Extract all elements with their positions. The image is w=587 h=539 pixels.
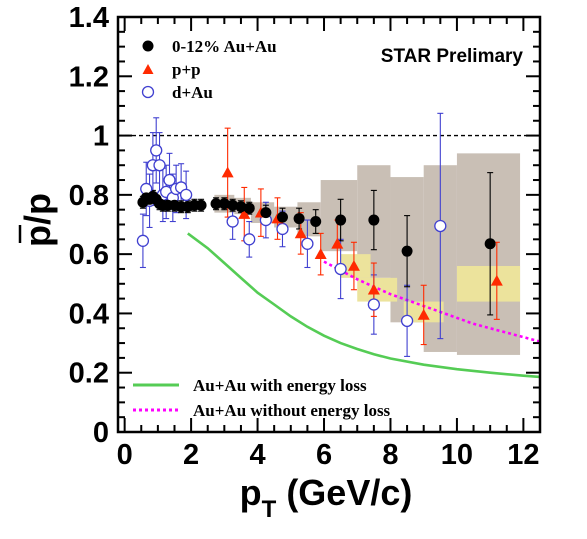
data-point-auau xyxy=(227,199,239,211)
data-point-auau xyxy=(484,238,496,250)
data-point-dau xyxy=(136,234,150,247)
y-tick-label: 1.2 xyxy=(69,61,109,93)
data-point-dau xyxy=(163,173,176,187)
x-tick-label: 6 xyxy=(316,439,332,471)
data-point-dau xyxy=(276,222,289,236)
y-tick-label: 1.4 xyxy=(69,2,109,34)
y-tick-label: 0.4 xyxy=(69,298,109,330)
x-axis-title-sub: T xyxy=(262,496,277,523)
data-point-pp xyxy=(221,166,234,178)
legend-marker-dau xyxy=(141,85,155,99)
systematic-box-gray xyxy=(456,153,521,355)
legend-label-pp: p+p xyxy=(172,60,201,79)
x-tick-label: 12 xyxy=(507,439,539,471)
legend-label-eloss: Au+Au with energy loss xyxy=(193,376,367,395)
legend-label-auau: 0-12% Au+Au xyxy=(172,37,277,56)
y-axis-title-text: p/p xyxy=(17,193,58,247)
systematic-boxes-gray xyxy=(214,153,521,355)
data-point-dau xyxy=(179,188,193,202)
data-point-auau xyxy=(243,202,255,214)
y-axis-title: p/p xyxy=(17,193,58,247)
data-point-pp xyxy=(490,274,503,286)
data-point-pp xyxy=(314,248,327,259)
x-tick-label: 8 xyxy=(382,439,398,471)
y-tick-label: 0.2 xyxy=(69,358,109,390)
data-point-auau xyxy=(235,201,247,213)
data-point-dau xyxy=(400,314,414,327)
y-tick-label: 0.6 xyxy=(69,239,109,271)
data-point-dau xyxy=(334,262,347,276)
data-markers xyxy=(136,144,503,327)
x-axis-title: pT (GeV/c) xyxy=(240,472,413,523)
data-point-pp xyxy=(294,227,307,239)
data-point-auau xyxy=(335,214,347,226)
x-tick-label: 2 xyxy=(183,439,199,471)
x-tick-label: 10 xyxy=(441,439,473,471)
x-axis-title-main: p xyxy=(240,472,262,513)
legend-markers: 0-12% Au+Au p+p d+Au xyxy=(141,37,277,102)
x-tick-label: 4 xyxy=(249,439,265,471)
x-axis-title-rest: (GeV/c) xyxy=(276,472,412,513)
data-point-auau xyxy=(195,199,207,211)
curve-with-energy-loss xyxy=(187,232,541,379)
data-point-auau xyxy=(276,211,288,223)
data-point-dau xyxy=(434,219,447,233)
y-tick-label: 1 xyxy=(93,121,109,153)
systematic-boxes-yellow xyxy=(340,254,521,323)
data-point-auau xyxy=(218,198,230,210)
legend-label-dau: d+Au xyxy=(172,83,213,102)
legend-curves: Au+Au with energy loss Au+Au without ene… xyxy=(133,376,391,420)
data-point-auau xyxy=(401,245,413,257)
data-point-auau xyxy=(368,214,380,226)
curve-without-energy-loss xyxy=(323,260,541,343)
theory-curves xyxy=(187,232,541,379)
data-point-dau xyxy=(367,298,381,311)
legend-marker-pp xyxy=(142,64,154,74)
data-point-dau xyxy=(150,144,163,157)
y-tick-label: 0.8 xyxy=(69,180,109,212)
data-point-auau xyxy=(210,198,222,210)
data-point-pp xyxy=(417,308,430,320)
data-point-pp xyxy=(347,260,360,271)
data-point-dau xyxy=(301,237,314,250)
x-tick-labels: 0 2 4 6 8 10 12 xyxy=(117,439,540,471)
legend-label-noeloss: Au+Au without energy loss xyxy=(193,401,391,420)
systematic-box-gray xyxy=(297,202,321,237)
systematic-box-yellow xyxy=(456,266,521,302)
data-point-auau xyxy=(310,216,322,228)
annotation-label: STAR Prelimary xyxy=(381,46,524,67)
y-tick-label: 0 xyxy=(93,417,109,449)
data-point-dau xyxy=(226,215,239,228)
y-tick-labels: 0 0.2 0.4 0.6 0.8 1 1.2 1.4 xyxy=(69,2,109,449)
data-point-auau xyxy=(260,207,272,219)
data-point-pp xyxy=(238,208,251,219)
axis-ticks xyxy=(118,16,540,433)
x-tick-label: 0 xyxy=(117,439,133,471)
legend-marker-auau xyxy=(142,40,154,52)
data-point-pp xyxy=(367,283,380,295)
data-point-auau xyxy=(293,213,305,225)
data-point-dau xyxy=(153,159,166,172)
data-point-dau xyxy=(243,233,256,246)
data-point-pp xyxy=(331,237,344,249)
